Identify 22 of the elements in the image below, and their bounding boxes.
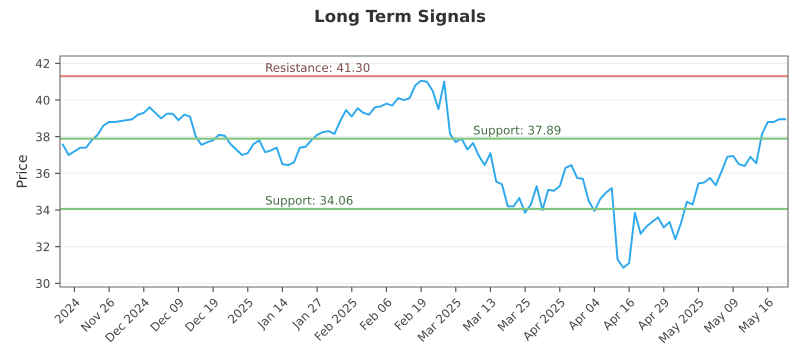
x-tick-label: Feb 19 [394, 297, 427, 330]
x-tick-label: Dec 09 [150, 297, 184, 332]
ref-line-label: Support: 34.06 [266, 196, 353, 208]
line-series [62, 80, 786, 269]
x-tick-label: Mar 25 [497, 298, 531, 332]
y-axis-title: Price [16, 155, 28, 188]
y-tick-label: 40 [36, 96, 50, 105]
y-tick-label: 30 [36, 279, 50, 288]
ref-line-label: Resistance: 41.30 [266, 62, 370, 72]
x-tick-label: Feb 06 [359, 297, 392, 330]
x-tick-label: Apr 04 [566, 297, 602, 332]
y-tick-label: 36 [36, 169, 50, 178]
y-tick-label: 32 [36, 242, 50, 252]
x-tick-label: Jan 14 [256, 297, 290, 332]
x-tick-label: Mar 13 [462, 298, 496, 332]
ref-line-label: Support: 37.89 [474, 126, 560, 137]
x-tick-label: Dec 19 [184, 297, 219, 332]
y-tick-label: 42 [36, 59, 50, 68]
y-tick-label: 38 [36, 132, 50, 142]
y-tick-label: 34 [36, 206, 50, 215]
x-tick-label: Apr 16 [602, 297, 637, 332]
chart-title: Long Term Signals [316, 9, 486, 26]
